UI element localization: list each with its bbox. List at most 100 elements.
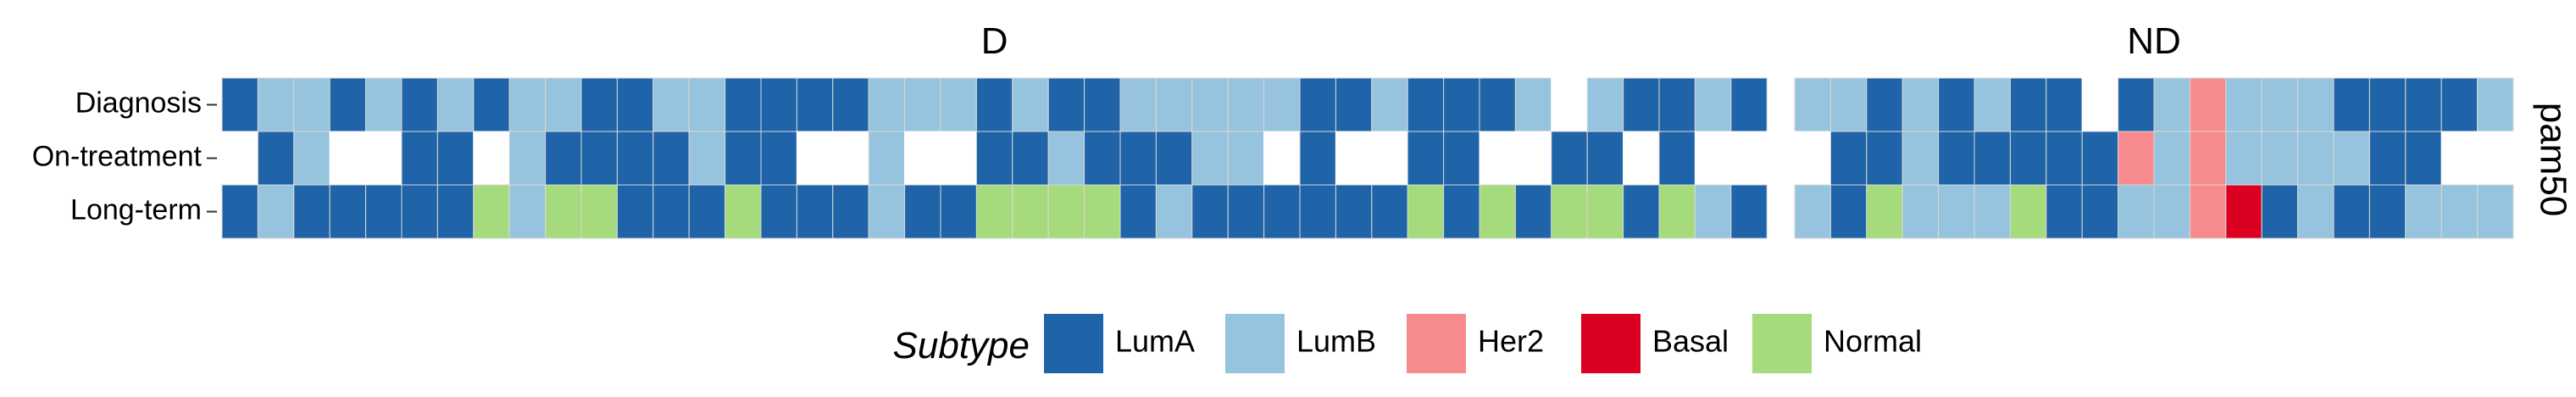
heatmap-cell-d-on-treatment-41 bbox=[1658, 131, 1696, 186]
heatmap-cell-d-diagnosis-8 bbox=[473, 77, 510, 132]
heatmap-cell-d-diagnosis-11 bbox=[580, 77, 618, 132]
panel-d: D bbox=[221, 20, 1768, 239]
heatmap-cell-d-diagnosis-23 bbox=[1012, 77, 1049, 132]
legend-label-luma: LumA bbox=[1115, 324, 1195, 359]
heatmap-cell-d-on-treatment-1 bbox=[221, 131, 258, 186]
heatmap-cell-d-on-treatment-31 bbox=[1299, 131, 1336, 186]
heatmap-cell-d-on-treatment-8 bbox=[473, 131, 510, 186]
heatmap-cell-d-diagnosis-19 bbox=[868, 77, 906, 132]
heatmap-cell-d-diagnosis-6 bbox=[401, 77, 438, 132]
heatmap-cell-d-on-treatment-32 bbox=[1335, 131, 1373, 186]
heatmap-cell-d-diagnosis-43 bbox=[1730, 77, 1768, 132]
heatmap-cell-nd-diagnosis-7 bbox=[2009, 77, 2047, 132]
heatmap-cell-nd-long-term-11 bbox=[2153, 184, 2190, 239]
heatmap-cell-d-diagnosis-4 bbox=[329, 77, 367, 132]
heatmap-cell-d-on-treatment-30 bbox=[1263, 131, 1301, 186]
heatmap-cell-d-diagnosis-10 bbox=[545, 77, 582, 132]
heatmap-cell-d-diagnosis-28 bbox=[1191, 77, 1229, 132]
heatmap-cell-d-long-term-39 bbox=[1586, 184, 1624, 239]
heatmap-cell-d-long-term-24 bbox=[1047, 184, 1085, 239]
heatmap-cell-nd-on-treatment-11 bbox=[2153, 131, 2190, 186]
heatmap-cell-d-on-treatment-13 bbox=[652, 131, 690, 186]
heatmap-cell-d-on-treatment-26 bbox=[1119, 131, 1157, 186]
heatmap-cell-nd-on-treatment-14 bbox=[2261, 131, 2299, 186]
legend-label-lumb: LumB bbox=[1296, 324, 1376, 359]
row-label-on-treatment: On-treatment bbox=[32, 140, 203, 172]
legend-title: Subtype bbox=[893, 325, 1030, 366]
heatmap-cell-d-on-treatment-25 bbox=[1084, 131, 1121, 186]
heatmap-cell-d-long-term-4 bbox=[329, 184, 367, 239]
heatmap-cell-nd-on-treatment-18 bbox=[2405, 131, 2442, 186]
heatmap-cell-d-on-treatment-9 bbox=[508, 131, 547, 186]
heatmap-cell-nd-diagnosis-15 bbox=[2297, 77, 2334, 132]
heatmap-cell-d-diagnosis-2 bbox=[257, 77, 295, 132]
heatmap-cell-d-on-treatment-3 bbox=[293, 131, 330, 186]
heatmap-cell-d-on-treatment-10 bbox=[545, 131, 582, 186]
heatmap-cell-d-diagnosis-35 bbox=[1443, 77, 1480, 132]
heatmap-cell-nd-long-term-5 bbox=[1938, 184, 1975, 239]
heatmap-cell-nd-diagnosis-8 bbox=[2046, 77, 2083, 132]
heatmap-cell-nd-on-treatment-19 bbox=[2440, 131, 2479, 186]
legend-label-normal: Normal bbox=[1824, 324, 1922, 359]
heatmap-cell-d-long-term-40 bbox=[1623, 184, 1660, 239]
heatmap-cell-d-long-term-35 bbox=[1443, 184, 1480, 239]
heatmap-cell-nd-long-term-15 bbox=[2297, 184, 2334, 239]
heatmap-cell-d-long-term-22 bbox=[975, 184, 1013, 239]
heatmap-cell-d-diagnosis-9 bbox=[508, 77, 547, 132]
heatmap-cell-d-long-term-37 bbox=[1514, 184, 1552, 239]
heatmap-cell-d-on-treatment-37 bbox=[1514, 131, 1552, 186]
heatmap-cell-d-diagnosis-13 bbox=[652, 77, 690, 132]
heatmap-cell-d-long-term-7 bbox=[436, 184, 475, 239]
heatmap-cell-d-on-treatment-7 bbox=[436, 131, 475, 186]
heatmap-cell-d-diagnosis-29 bbox=[1227, 77, 1265, 132]
legend-label-her2: Her2 bbox=[1478, 324, 1544, 359]
heatmap-cell-d-long-term-9 bbox=[508, 184, 547, 239]
heatmap-cell-d-on-treatment-23 bbox=[1012, 131, 1049, 186]
heatmap-cell-d-long-term-12 bbox=[616, 184, 654, 239]
heatmap-cell-d-on-treatment-34 bbox=[1407, 131, 1445, 186]
heatmap-cell-d-long-term-23 bbox=[1012, 184, 1049, 239]
heatmap-cell-d-diagnosis-15 bbox=[724, 77, 762, 132]
heatmap-cell-d-diagnosis-31 bbox=[1299, 77, 1336, 132]
heatmap-cell-nd-on-treatment-2 bbox=[1829, 131, 1868, 186]
heatmap-cell-d-long-term-28 bbox=[1191, 184, 1229, 239]
heatmap-cell-d-on-treatment-35 bbox=[1443, 131, 1480, 186]
heatmap-cell-d-diagnosis-39 bbox=[1586, 77, 1624, 132]
heatmap-cell-d-long-term-15 bbox=[724, 184, 762, 239]
heatmap-cell-nd-long-term-6 bbox=[1974, 184, 2011, 239]
heatmap-cell-d-long-term-10 bbox=[545, 184, 582, 239]
legend-label-basal: Basal bbox=[1652, 324, 1729, 359]
heatmap-cell-d-on-treatment-38 bbox=[1551, 131, 1588, 186]
heatmap-cell-nd-long-term-7 bbox=[2009, 184, 2047, 239]
heatmap-cell-nd-on-treatment-9 bbox=[2081, 131, 2119, 186]
heatmap-cell-nd-long-term-18 bbox=[2405, 184, 2442, 239]
heatmap-cell-d-diagnosis-34 bbox=[1407, 77, 1445, 132]
heatmap-cell-d-diagnosis-21 bbox=[940, 77, 977, 132]
heatmap-cell-nd-diagnosis-3 bbox=[1866, 77, 1903, 132]
heatmap-cell-d-on-treatment-20 bbox=[904, 131, 941, 186]
heatmap-cell-nd-on-treatment-5 bbox=[1938, 131, 1975, 186]
heatmap-cell-d-long-term-16 bbox=[760, 184, 797, 239]
legend-key-normal bbox=[1752, 314, 1812, 373]
heatmap-cell-d-long-term-18 bbox=[832, 184, 869, 239]
heatmap-cell-nd-on-treatment-6 bbox=[1974, 131, 2011, 186]
heatmap-cell-d-long-term-14 bbox=[688, 184, 726, 239]
heatmap-cell-d-diagnosis-3 bbox=[293, 77, 330, 132]
heatmap-cell-d-on-treatment-16 bbox=[760, 131, 797, 186]
heatmap-cell-d-long-term-19 bbox=[868, 184, 906, 239]
heatmap-cell-nd-long-term-17 bbox=[2368, 184, 2407, 239]
legend-key-lumb bbox=[1225, 314, 1285, 373]
heatmap-cell-nd-on-treatment-3 bbox=[1866, 131, 1903, 186]
heatmap-panels: Diagnosis On-treatment Long-term D ND bbox=[32, 20, 2514, 239]
heatmap-cell-d-diagnosis-20 bbox=[904, 77, 941, 132]
heatmap-cell-d-diagnosis-40 bbox=[1623, 77, 1660, 132]
heatmap-cell-nd-on-treatment-13 bbox=[2225, 131, 2262, 186]
heatmap-cell-d-long-term-41 bbox=[1658, 184, 1696, 239]
heatmap-cell-nd-long-term-3 bbox=[1866, 184, 1903, 239]
heatmap-cell-nd-diagnosis-6 bbox=[1974, 77, 2011, 132]
heatmap-cell-d-diagnosis-33 bbox=[1371, 77, 1408, 132]
heatmap-cell-d-on-treatment-24 bbox=[1047, 131, 1085, 186]
panel-nd: ND bbox=[1794, 20, 2514, 239]
heatmap-cell-d-on-treatment-4 bbox=[329, 131, 367, 186]
heatmap-cell-nd-long-term-9 bbox=[2081, 184, 2119, 239]
